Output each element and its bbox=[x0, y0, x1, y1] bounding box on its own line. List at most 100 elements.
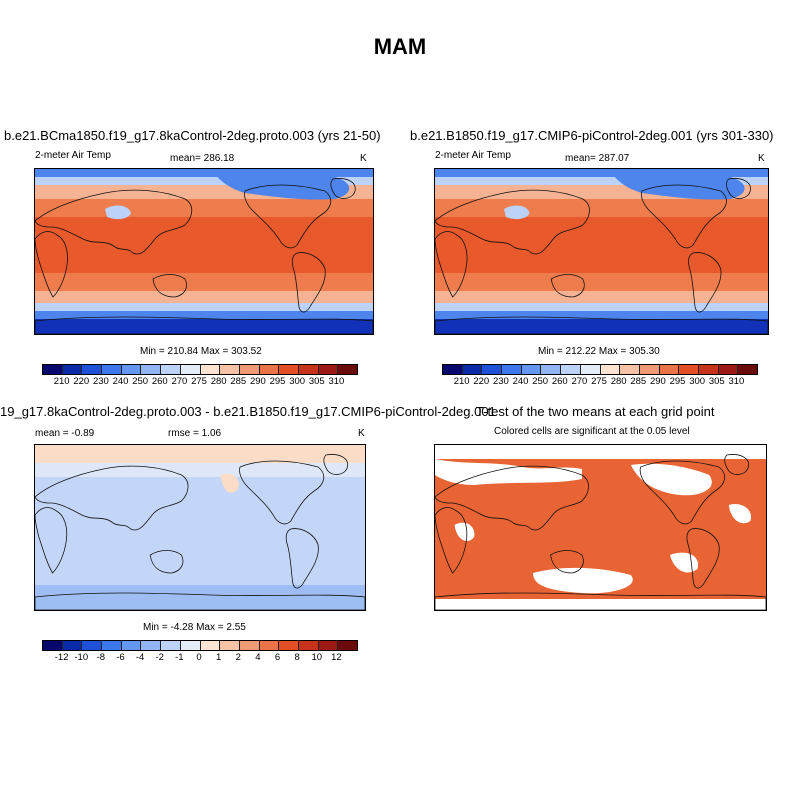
panel-2-map bbox=[434, 168, 769, 335]
diff-colorbar-swatch bbox=[161, 641, 181, 650]
panel-1-mean-label: mean= 286.18 bbox=[170, 153, 235, 164]
coastline bbox=[550, 550, 584, 574]
panel-1-units: K bbox=[360, 153, 367, 164]
temperature-band bbox=[435, 311, 768, 319]
panel-2-variable-label: 2-meter Air Temp bbox=[435, 150, 511, 161]
coastline bbox=[35, 231, 68, 298]
temp-colorbar-tick-label: 280 bbox=[610, 376, 627, 387]
temperature-band bbox=[435, 177, 768, 185]
temp-colorbar-swatch bbox=[259, 365, 280, 374]
temp-colorbar-swatch bbox=[121, 365, 142, 374]
temp-colorbar-tick-label: 240 bbox=[112, 376, 129, 387]
diff-colorbar-swatch bbox=[298, 641, 319, 650]
panel-1-colorbar-ticks: 210 220 230 240 250 260 270 275 280 285 290 295 300 3… bbox=[42, 376, 366, 387]
coastline bbox=[688, 252, 722, 313]
temp-colorbar-tick-label: 310 bbox=[728, 376, 745, 387]
tibet-cool-region bbox=[105, 205, 131, 220]
temp-colorbar-tick-label: 285 bbox=[230, 376, 247, 387]
panel-3-colorbar-ticks: -12 -10 -8 -6 -4 -2 -1 0 1 2 4 6 8 10 12 bbox=[42, 652, 366, 663]
coastline bbox=[152, 274, 187, 298]
diff-colorbar-swatch bbox=[239, 641, 260, 650]
coastline bbox=[639, 460, 726, 525]
temp-colorbar-tick-label: 275 bbox=[591, 376, 607, 387]
diff-colorbar-tick-label: 1 bbox=[215, 652, 222, 663]
panel-3-colorbar bbox=[42, 640, 358, 651]
coastline bbox=[35, 189, 193, 255]
diff-colorbar-swatch bbox=[82, 641, 103, 650]
diff-colorbar-tick-label: -6 bbox=[116, 652, 125, 663]
diff-colorbar-tick-label: -2 bbox=[155, 652, 164, 663]
temp-colorbar-swatch bbox=[279, 365, 299, 374]
temp-colorbar-swatch bbox=[298, 365, 319, 374]
temp-colorbar-tick-label: 290 bbox=[249, 376, 266, 387]
temperature-band bbox=[35, 311, 373, 319]
panel-1-variable-label: 2-meter Air Temp bbox=[35, 150, 111, 161]
temp-colorbar-swatch bbox=[82, 365, 103, 374]
coastline bbox=[726, 178, 751, 199]
coastline bbox=[435, 189, 590, 255]
temp-colorbar-swatch bbox=[541, 365, 562, 374]
panel-2-mean-label: mean= 287.07 bbox=[565, 153, 630, 164]
temperature-band bbox=[35, 303, 373, 311]
temperature-band bbox=[35, 169, 373, 177]
coastline bbox=[686, 528, 720, 589]
diff-colorbar-tick-label: -8 bbox=[96, 652, 106, 663]
temperature-band bbox=[435, 273, 768, 291]
temp-colorbar-swatch bbox=[462, 365, 483, 374]
temp-colorbar-tick-label: 290 bbox=[649, 376, 666, 387]
panel-2-colorbar bbox=[442, 364, 758, 375]
coastline bbox=[724, 454, 749, 475]
temperature-band bbox=[35, 319, 373, 334]
temp-colorbar-swatch bbox=[639, 365, 660, 374]
tibet-cool-region bbox=[503, 205, 530, 220]
temp-colorbar-tick-label: 270 bbox=[571, 376, 588, 387]
diff-colorbar-swatch bbox=[43, 641, 63, 650]
difference-map-svg bbox=[35, 445, 365, 610]
temp-colorbar-swatch bbox=[679, 365, 699, 374]
temp-colorbar-swatch bbox=[718, 365, 739, 374]
temperature-band bbox=[435, 319, 768, 334]
diff-colorbar-swatch bbox=[141, 641, 162, 650]
temperature-band bbox=[35, 291, 373, 303]
diff-colorbar-swatch bbox=[121, 641, 142, 650]
panel-3-mean-label: mean = -0.89 bbox=[35, 428, 95, 439]
temp-colorbar-tick-label: 295 bbox=[269, 376, 286, 387]
panel-3-minmax: Min = -4.28 Max = 2.55 bbox=[143, 622, 246, 633]
temp-colorbar-tick-label: 305 bbox=[308, 376, 325, 387]
temp-colorbar-tick-label: 295 bbox=[669, 376, 686, 387]
temp-colorbar-swatch bbox=[561, 365, 581, 374]
temperature-band bbox=[435, 303, 768, 311]
panel-1-colorbar bbox=[42, 364, 358, 375]
panel-3-title: 19_g17.8kaControl-2deg.proto.003 - b.e21… bbox=[0, 404, 496, 419]
coastline bbox=[435, 592, 766, 610]
difference-band-light bbox=[35, 463, 365, 477]
coastline bbox=[550, 274, 585, 298]
panel-2-title: b.e21.B1850.f19_g17.CMIP6-piControl-2deg… bbox=[410, 128, 774, 143]
temperature-map-svg bbox=[435, 169, 768, 334]
temperature-band bbox=[435, 291, 768, 303]
ttest-insignificant-patch bbox=[435, 459, 582, 485]
ttest-insignificant-patch bbox=[630, 463, 712, 496]
temp-colorbar-swatch bbox=[600, 365, 621, 374]
diff-colorbar-tick-label: -1 bbox=[175, 652, 184, 663]
diff-colorbar-tick-label: -12 bbox=[54, 652, 69, 663]
temp-colorbar-tick-label: 230 bbox=[92, 376, 109, 387]
temp-colorbar-tick-label: 300 bbox=[689, 376, 706, 387]
temp-colorbar-swatch bbox=[698, 365, 719, 374]
panel-4-map bbox=[434, 444, 767, 611]
temp-colorbar-swatch bbox=[659, 365, 680, 374]
temp-colorbar-swatch bbox=[220, 365, 240, 374]
panel-3-rmse-label: rmse = 1.06 bbox=[168, 428, 222, 439]
temperature-band bbox=[35, 273, 373, 291]
temp-colorbar-tick-label: 260 bbox=[151, 376, 168, 387]
temp-colorbar-swatch bbox=[502, 365, 522, 374]
temp-colorbar-tick-label: 275 bbox=[191, 376, 207, 387]
temp-colorbar-tick-label: 230 bbox=[492, 376, 509, 387]
diff-colorbar-tick-label: 2 bbox=[235, 652, 241, 663]
diff-colorbar-tick-label: -10 bbox=[74, 652, 89, 663]
diff-colorbar-tick-label: 0 bbox=[196, 652, 202, 663]
difference-band-warm bbox=[35, 445, 365, 463]
temp-colorbar-tick-label: 220 bbox=[73, 376, 90, 387]
temp-colorbar-swatch bbox=[318, 365, 339, 374]
coastline bbox=[35, 316, 373, 334]
